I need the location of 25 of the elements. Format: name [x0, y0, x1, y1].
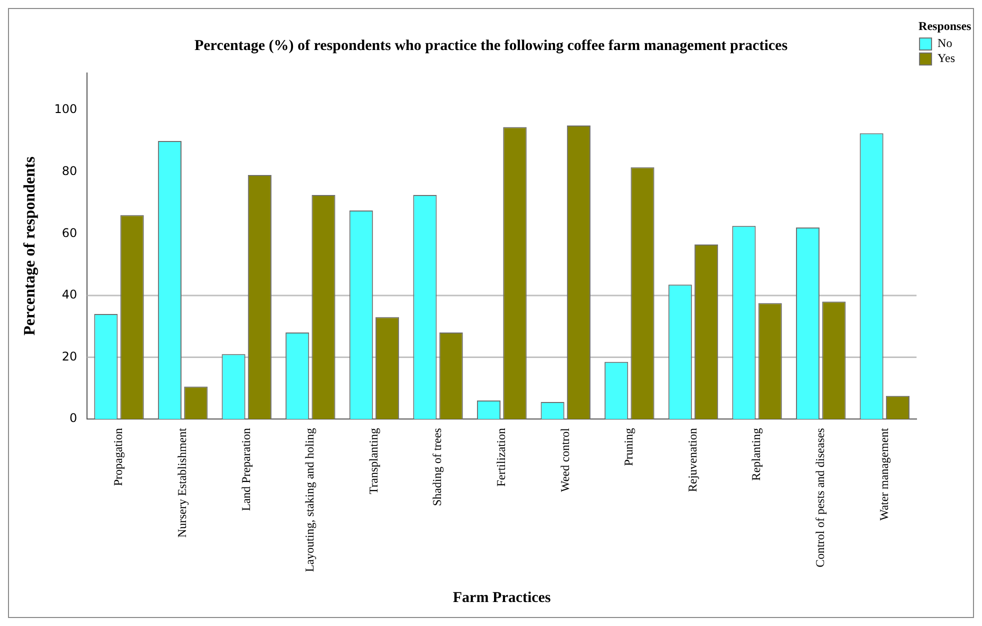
y-tick-label: 80 — [62, 164, 78, 178]
x-tick-label: Nursery Establishment — [174, 427, 189, 538]
x-axis-title: Farm Practices — [452, 590, 551, 606]
chart-title: Percentage (%) of respondents who practice the following coffee farm management practices — [194, 38, 788, 54]
x-tick-label: Transplanting — [366, 428, 380, 494]
x-tick-label: Pruning — [622, 428, 636, 466]
x-tick-label: Fertilization — [494, 428, 508, 487]
y-tick-label: 0 — [69, 411, 78, 426]
x-tick-label: Land Preparation — [238, 428, 253, 511]
y-tick-label: 40 — [62, 288, 78, 302]
x-tick-label: Water management — [876, 427, 891, 521]
x-tick-label: Rejuvenation — [685, 428, 700, 492]
x-tick-label: Layouting, staking and holing — [302, 428, 317, 572]
x-tick-label: Control of pests and diseases — [812, 428, 827, 568]
y-axis-title: Percentage of respondents — [22, 156, 39, 336]
legend-label: No — [938, 36, 952, 50]
legend-label: Yes — [938, 51, 956, 66]
legend-title: Responses — [918, 19, 972, 34]
x-tick-label: Replanting — [749, 428, 764, 481]
x-tick-label: Shading of trees — [430, 428, 444, 506]
y-tick-label: 20 — [62, 349, 78, 364]
x-tick-label: Propagation — [111, 428, 126, 486]
y-tick-label: 100 — [54, 102, 78, 116]
x-tick-label: Weed control — [558, 427, 572, 492]
y-tick-label: 60 — [62, 226, 78, 240]
